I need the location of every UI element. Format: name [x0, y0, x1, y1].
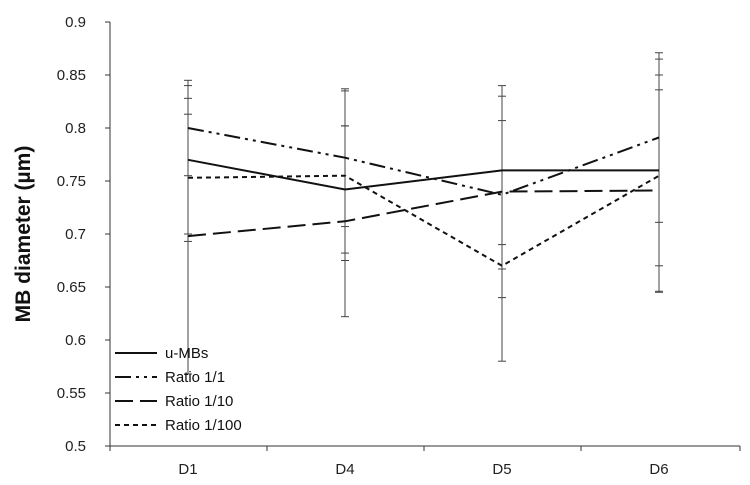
series-line-1 [187, 127, 660, 196]
y-tick-label: 0.55 [57, 385, 86, 402]
legend-label: Ratio 1/1 [165, 369, 225, 386]
legend: u-MBs Ratio 1/1 Ratio 1/10 Ratio 1/100 [115, 345, 242, 434]
y-tick-label: 0.75 [57, 173, 86, 190]
y-tick-label: 0.8 [65, 120, 86, 137]
x-tick-label: D5 [492, 461, 511, 478]
series-line-0 [187, 158, 659, 191]
legend-label: Ratio 1/10 [165, 393, 233, 410]
y-tick-label: 0.5 [65, 438, 86, 455]
error-bars [184, 52, 663, 375]
y-axis-title: MB diameter (µm) [12, 146, 35, 323]
legend-label: Ratio 1/100 [165, 417, 242, 434]
series-line-3 [187, 174, 660, 267]
y-tick-label: 0.6 [65, 332, 86, 349]
series-line-2 [187, 189, 660, 238]
x-ticks: D1 D4 D5 D6 [109, 446, 741, 478]
x-tick-label: D1 [178, 461, 197, 478]
y-tick-label: 0.85 [57, 67, 86, 84]
series-lines [187, 127, 660, 267]
y-tick-label: 0.7 [65, 226, 86, 243]
y-tick-label: 0.65 [57, 279, 86, 296]
legend-label: u-MBs [165, 345, 208, 362]
x-tick-label: D4 [335, 461, 354, 478]
x-tick-label: D6 [649, 461, 668, 478]
y-ticks: 0.5 0.55 0.6 0.65 0.7 0.75 0.8 0.85 0.9 [57, 14, 110, 455]
y-tick-label: 0.9 [65, 14, 86, 31]
